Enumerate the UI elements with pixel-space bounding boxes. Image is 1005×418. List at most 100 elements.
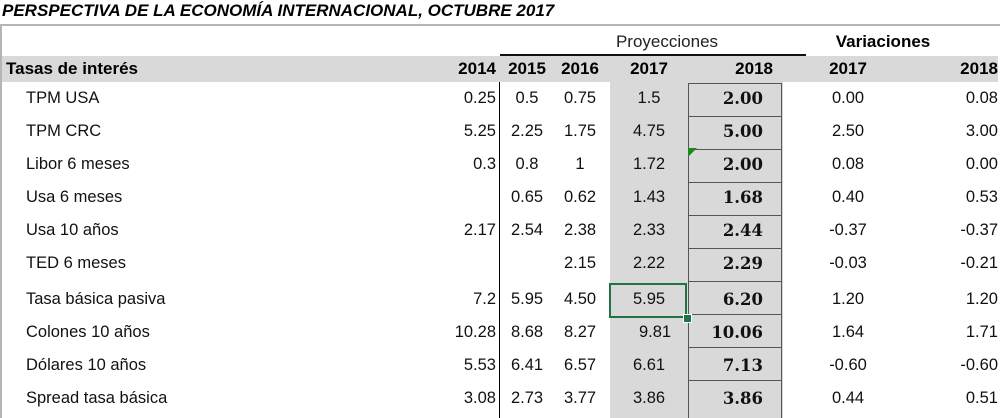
cell-2015[interactable]: 8.68 [510, 323, 544, 341]
cell-2016[interactable]: 0.62 [563, 188, 597, 206]
header-2016[interactable]: 2016 [561, 59, 599, 78]
cell-2016[interactable]: 0.75 [563, 89, 597, 107]
cell-proj-2018[interactable]: 10.06 [688, 316, 781, 349]
cell-var-2017[interactable]: 1.64 [831, 323, 865, 341]
cell-2015[interactable]: 6.41 [510, 356, 544, 374]
cell-2015[interactable]: 2.25 [510, 122, 544, 140]
cell-var-2017[interactable]: 0.44 [831, 389, 865, 407]
table-row: Colones 10 años 10.28 8.68 8.27 9.81 10.… [0, 316, 1005, 349]
row-label[interactable]: Spread tasa básica [26, 389, 168, 407]
comment-indicator-icon[interactable] [688, 148, 697, 157]
header-2015[interactable]: 2015 [508, 59, 546, 78]
cell-2015[interactable]: 0.65 [510, 188, 544, 206]
proj-2017-column-fill [610, 82, 688, 418]
cell-proj-2017[interactable]: 1.72 [632, 155, 666, 173]
cell-proj-2017[interactable]: 1.43 [632, 188, 666, 206]
cell-proj-2018-value: 1.68 [722, 188, 763, 207]
cell-proj-2018[interactable]: 7.13 [688, 349, 781, 382]
cell-var-2017[interactable]: 0.08 [831, 155, 865, 173]
row-label[interactable]: Tasa básica pasiva [26, 290, 166, 308]
cell-2014[interactable] [440, 181, 496, 214]
cell-proj-2018-value: 2.44 [722, 221, 763, 240]
cell-var-2018[interactable]: 0.51 [965, 389, 998, 407]
cell-2015[interactable]: 2.54 [510, 221, 544, 239]
row-label[interactable]: TPM USA [26, 89, 100, 107]
cell-2015[interactable]: 2.73 [510, 389, 544, 407]
cell-var-2018[interactable]: 0.53 [965, 188, 998, 206]
cell-proj-2018[interactable]: 2.44 [688, 214, 781, 247]
cell-var-2018[interactable]: -0.60 [960, 356, 998, 374]
row-label[interactable]: Usa 10 años [26, 221, 119, 239]
cell-2014[interactable] [440, 247, 496, 280]
cell-2014[interactable]: 0.25 [463, 89, 496, 107]
cell-border [688, 215, 782, 248]
cell-proj-2017[interactable]: 1.5 [637, 89, 661, 107]
row-label[interactable]: Usa 6 meses [26, 188, 123, 206]
cell-2014[interactable]: 2.17 [463, 221, 496, 239]
cell-proj-2018[interactable]: 2.00 [688, 148, 781, 181]
cell-2016[interactable]: 1.75 [563, 122, 597, 140]
header-label[interactable]: Tasas de interés [6, 59, 138, 78]
header-proj-2017[interactable]: 2017 [630, 59, 668, 78]
cell-var-2017[interactable]: 0.00 [831, 89, 865, 107]
cell-2014[interactable]: 3.08 [463, 389, 496, 407]
row-label[interactable]: Libor 6 meses [26, 155, 130, 173]
cell-2014[interactable]: 0.3 [473, 155, 496, 173]
cell-border [688, 83, 782, 116]
cell-var-2018[interactable]: 3.00 [965, 122, 998, 140]
row-label[interactable]: Dólares 10 años [26, 356, 147, 374]
cell-var-2018[interactable]: -0.21 [960, 254, 998, 272]
cell-2014[interactable]: 5.25 [463, 122, 496, 140]
cell-var-2017[interactable]: -0.37 [829, 221, 867, 239]
cell-proj-2017[interactable]: 3.86 [632, 389, 666, 407]
cell-2015[interactable]: 0.5 [515, 89, 539, 107]
cell-2016[interactable]: 4.50 [563, 290, 597, 308]
header-proj-2018[interactable]: 2018 [688, 56, 781, 82]
cell-2014[interactable]: 10.28 [454, 323, 496, 341]
cell-2016[interactable]: 2.38 [563, 221, 597, 239]
cell-var-2017[interactable]: -0.60 [829, 356, 867, 374]
cell-2015[interactable]: 0.8 [515, 155, 539, 173]
cell-border [688, 116, 782, 149]
cell-2015[interactable] [502, 247, 552, 280]
cell-2016[interactable]: 6.57 [563, 356, 597, 374]
cell-proj-2017[interactable]: 6.61 [632, 356, 666, 374]
fill-handle[interactable] [683, 314, 692, 323]
cell-2016[interactable]: 1 [575, 155, 585, 173]
cell-var-2018[interactable]: 0.08 [965, 89, 998, 107]
cell-proj-2018-value: 7.13 [722, 356, 763, 375]
header-var-2017[interactable]: 2017 [829, 59, 867, 78]
cell-var-2017[interactable]: 1.20 [831, 290, 865, 308]
row-label[interactable]: Colones 10 años [26, 323, 150, 341]
cell-var-2017[interactable]: -0.03 [829, 254, 867, 272]
cell-2016[interactable]: 8.27 [563, 323, 597, 341]
cell-2014[interactable]: 5.53 [463, 356, 496, 374]
cell-var-2018[interactable]: 1.71 [965, 323, 998, 341]
cell-2015[interactable]: 5.95 [510, 290, 544, 308]
cell-proj-2018[interactable]: 2.29 [688, 247, 781, 280]
cell-2016[interactable]: 3.77 [563, 389, 597, 407]
cell-proj-2017[interactable]: 2.33 [632, 221, 666, 239]
cell-proj-2017[interactable]: 4.75 [632, 122, 666, 140]
cell-2016[interactable]: 2.15 [563, 254, 597, 272]
cell-proj-2017[interactable]: 5.95 [632, 290, 666, 308]
cell-var-2017[interactable]: 0.40 [831, 188, 865, 206]
sheet-title: PERSPECTIVA DE LA ECONOMÍA INTERNACIONAL… [2, 1, 555, 20]
header-var-2018[interactable]: 2018 [960, 59, 998, 78]
cell-var-2018[interactable]: 1.20 [965, 290, 998, 308]
cell-var-2018[interactable]: 0.00 [965, 155, 998, 173]
header-2014[interactable]: 2014 [458, 59, 496, 78]
cell-proj-2018[interactable]: 1.68 [688, 181, 781, 214]
cell-var-2017[interactable]: 2.50 [831, 122, 865, 140]
cell-proj-2018[interactable]: 2.00 [688, 82, 781, 115]
cell-2014[interactable]: 7.2 [473, 290, 496, 308]
cell-proj-2018[interactable]: 3.86 [688, 382, 781, 415]
cell-proj-2018[interactable]: 5.00 [688, 115, 781, 148]
cell-proj-2018[interactable]: 6.20 [688, 283, 781, 316]
selected-cell[interactable] [609, 283, 687, 318]
cell-proj-2017[interactable]: 9.81 [638, 323, 672, 341]
row-label[interactable]: TED 6 meses [26, 254, 126, 272]
row-label[interactable]: TPM CRC [26, 122, 102, 140]
cell-proj-2017[interactable]: 2.22 [632, 254, 666, 272]
cell-var-2018[interactable]: -0.37 [960, 221, 998, 239]
